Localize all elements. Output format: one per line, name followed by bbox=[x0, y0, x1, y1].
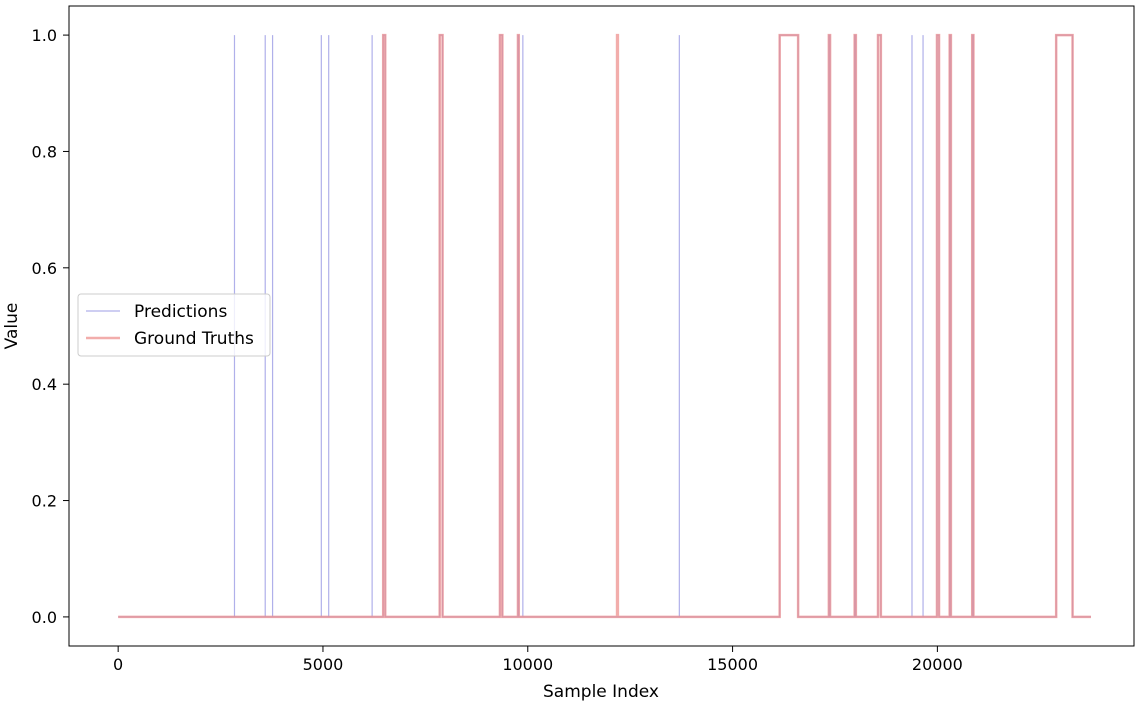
x-tick-label: 0 bbox=[113, 655, 123, 674]
y-tick-label: 0.8 bbox=[32, 142, 57, 161]
y-tick-label: 0.0 bbox=[32, 608, 57, 627]
y-axis: 0.0 0.2 0.4 0.6 0.8 1.0 bbox=[32, 26, 69, 627]
x-tick-label: 5000 bbox=[303, 655, 344, 674]
series-layer bbox=[118, 33, 1091, 619]
y-axis-title: Value bbox=[2, 303, 22, 350]
x-tick-label: 15000 bbox=[707, 655, 758, 674]
plot-frame bbox=[68, 5, 1135, 647]
x-tick-label: 20000 bbox=[912, 655, 963, 674]
legend-label-predictions: Predictions bbox=[134, 302, 227, 322]
legend-label-ground-truths: Ground Truths bbox=[134, 329, 254, 349]
y-tick-label: 0.2 bbox=[32, 492, 57, 511]
y-tick-label: 1.0 bbox=[32, 26, 57, 45]
x-tick-label: 10000 bbox=[502, 655, 553, 674]
legend: Predictions Ground Truths bbox=[77, 293, 271, 357]
x-axis-title: Sample Index bbox=[543, 682, 659, 702]
series-line-ground-truths bbox=[118, 33, 1091, 619]
legend-box bbox=[77, 293, 271, 357]
y-tick-label: 0.6 bbox=[32, 259, 57, 278]
x-axis: 0 5000 10000 15000 20000 bbox=[113, 646, 963, 674]
y-tick-label: 0.4 bbox=[32, 375, 57, 394]
